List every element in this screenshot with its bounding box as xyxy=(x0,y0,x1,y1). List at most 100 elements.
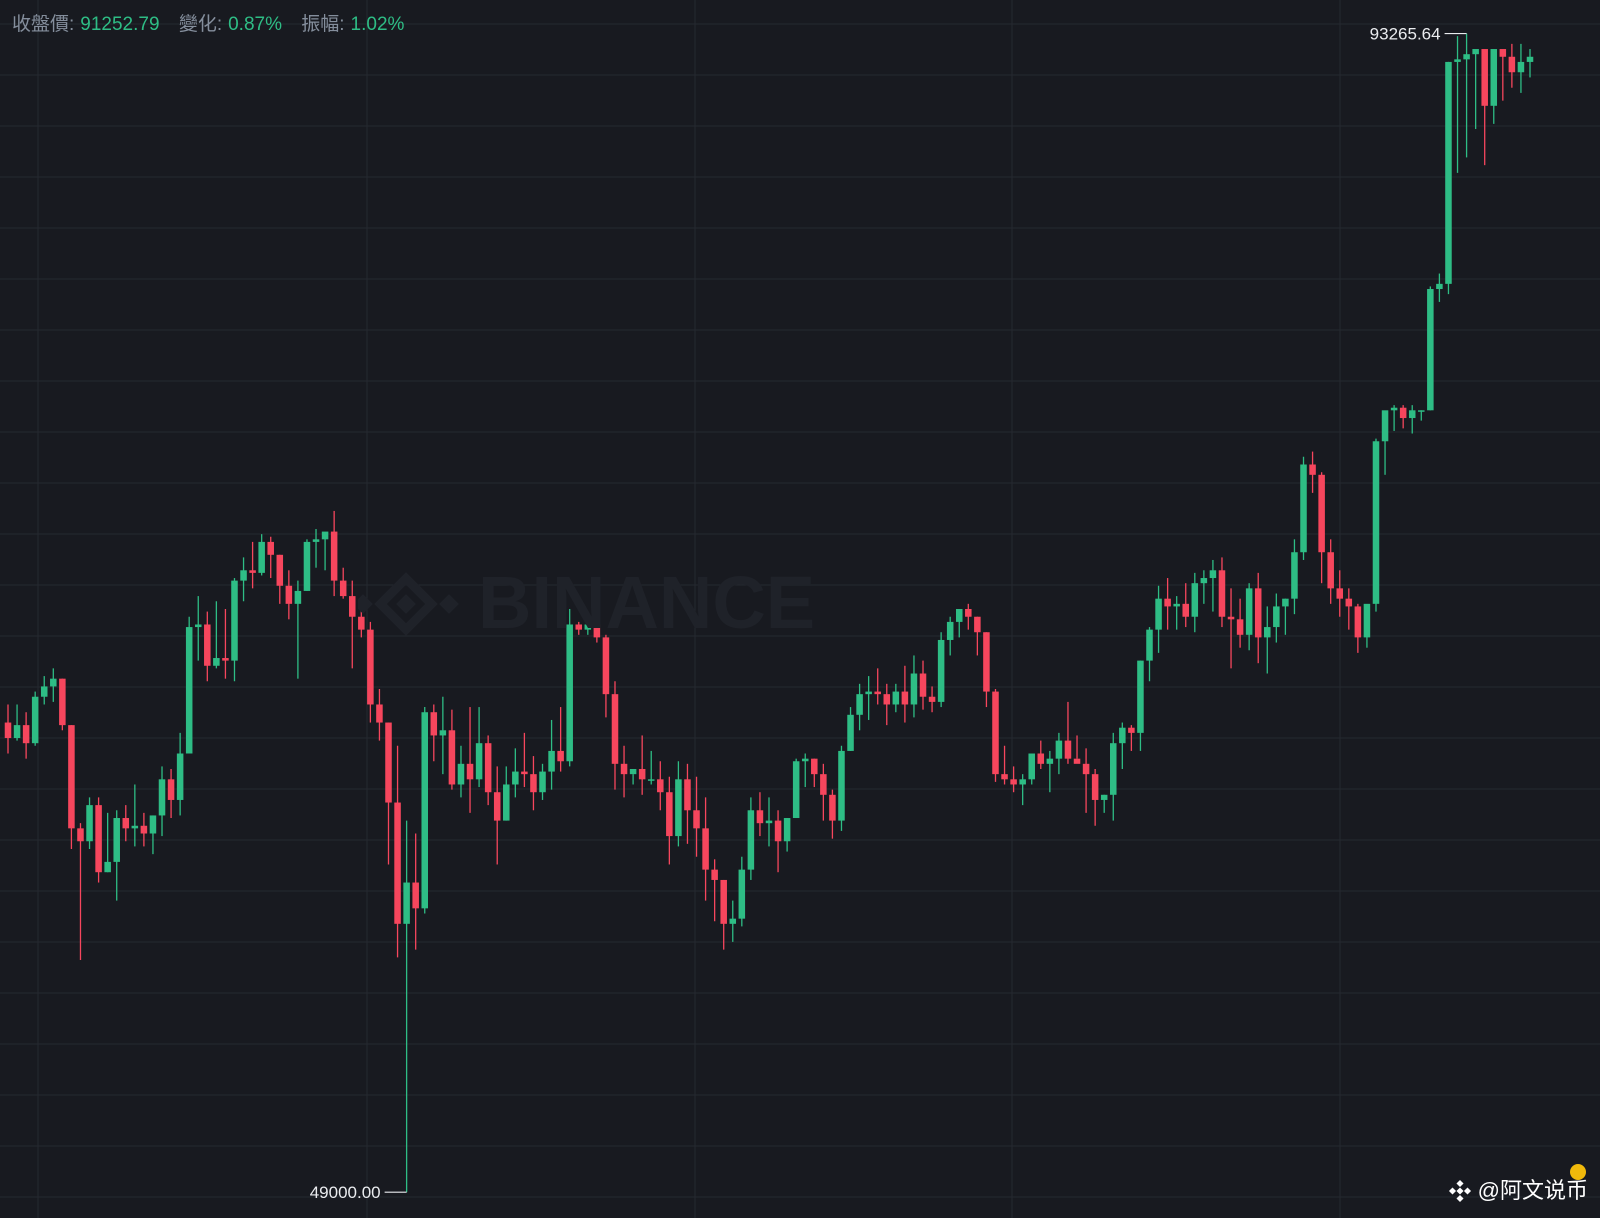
candle-body xyxy=(1436,283,1443,290)
binance-watermark: BINANCE xyxy=(358,561,815,644)
candle-body xyxy=(1010,779,1017,785)
candle-body xyxy=(1354,606,1362,638)
candle-body xyxy=(1508,56,1516,73)
candle-body xyxy=(638,768,646,780)
candle-body xyxy=(1173,603,1180,607)
candle-body xyxy=(1028,753,1035,780)
candle-body xyxy=(1227,616,1235,620)
candle-body xyxy=(22,725,30,744)
candle-body xyxy=(1481,49,1488,106)
candle-body xyxy=(584,624,592,630)
candle-body xyxy=(1137,660,1144,733)
candle-body xyxy=(86,805,93,842)
amplitude-label: 振幅: xyxy=(301,14,345,35)
candle-body xyxy=(104,861,111,873)
candle-body xyxy=(883,694,891,705)
candle-body xyxy=(1155,598,1162,630)
candle-body xyxy=(412,882,419,909)
candle-body xyxy=(1146,629,1153,661)
candle-body xyxy=(1499,49,1507,57)
candle-body xyxy=(647,779,655,781)
candle-body xyxy=(629,768,637,775)
candle-body xyxy=(593,624,601,638)
candle-body xyxy=(811,758,818,775)
candle-body xyxy=(575,624,583,630)
candle-body xyxy=(1046,758,1054,764)
candle-body xyxy=(1418,410,1425,412)
candle-body xyxy=(838,750,845,821)
candle-body xyxy=(566,624,573,762)
candle-body xyxy=(31,696,39,744)
candle-body xyxy=(358,616,365,630)
candle-body xyxy=(1381,410,1389,442)
candle-body xyxy=(131,825,139,829)
candle-body xyxy=(40,686,48,697)
candle-body xyxy=(1236,619,1244,635)
candle-body xyxy=(530,774,537,793)
candle-body xyxy=(1055,740,1063,759)
change-label: 變化: xyxy=(178,14,223,35)
change-value: 0.87% xyxy=(228,14,282,35)
candle-body xyxy=(1273,606,1280,628)
candle-body xyxy=(77,828,84,842)
candle-body xyxy=(1300,464,1307,553)
ohlc-info-bar: 收盤價: 91252.79 變化: 0.87% 振幅: 1.02% xyxy=(12,13,418,37)
candle-body xyxy=(258,541,265,573)
close-value: 91252.79 xyxy=(80,14,160,35)
candle-body xyxy=(992,691,999,775)
candle-body xyxy=(1128,727,1135,733)
candle-body xyxy=(1372,441,1380,604)
candle-body xyxy=(493,792,501,821)
author-credit[interactable]: @阿文说币 xyxy=(1448,1178,1588,1204)
candle-body xyxy=(1282,598,1289,607)
candle-body xyxy=(4,722,12,739)
candle-body xyxy=(801,758,809,762)
candle-body xyxy=(158,779,166,816)
candle-body xyxy=(1309,464,1316,475)
candle-body xyxy=(122,818,130,829)
candle-body xyxy=(50,678,57,687)
candle-body xyxy=(937,639,945,702)
candle-body xyxy=(439,730,447,736)
candle-body xyxy=(1200,578,1208,584)
candle-body xyxy=(1336,588,1344,599)
candle-body xyxy=(1517,61,1525,73)
candle-body xyxy=(349,596,356,617)
candle-body xyxy=(294,590,302,604)
candle-body xyxy=(430,712,438,736)
candle-body xyxy=(919,673,927,697)
candle-body xyxy=(95,805,102,873)
candle-body xyxy=(756,810,764,824)
candle-body xyxy=(367,629,374,705)
candle-body xyxy=(774,820,782,842)
candle-body xyxy=(457,763,465,785)
candle-body xyxy=(222,658,229,661)
candle-body xyxy=(339,580,347,597)
candle-body xyxy=(792,761,800,819)
candle-body xyxy=(847,714,854,751)
candle-body xyxy=(720,879,727,924)
candle-body xyxy=(1264,627,1271,638)
candle-body xyxy=(403,882,410,924)
candle-body xyxy=(557,750,564,762)
candle-body xyxy=(1427,289,1434,411)
candle-body xyxy=(303,541,311,591)
candle-body xyxy=(1399,407,1407,419)
candle-body xyxy=(1463,54,1470,60)
candle-body xyxy=(1327,552,1334,589)
candle-body xyxy=(974,616,981,633)
candle-body xyxy=(394,802,401,924)
candle-body xyxy=(149,815,157,834)
candle-body xyxy=(829,794,836,821)
candle-body xyxy=(13,725,21,739)
candle-body xyxy=(738,869,746,919)
candle-body xyxy=(448,730,456,785)
candle-body xyxy=(1182,603,1189,617)
candle-body xyxy=(1209,570,1217,579)
candle-body xyxy=(602,637,610,695)
candle-body xyxy=(1110,743,1117,795)
candle-body xyxy=(1390,407,1398,411)
candle-body xyxy=(1445,61,1452,284)
candle-body xyxy=(1408,410,1416,419)
candle-body xyxy=(928,696,936,702)
